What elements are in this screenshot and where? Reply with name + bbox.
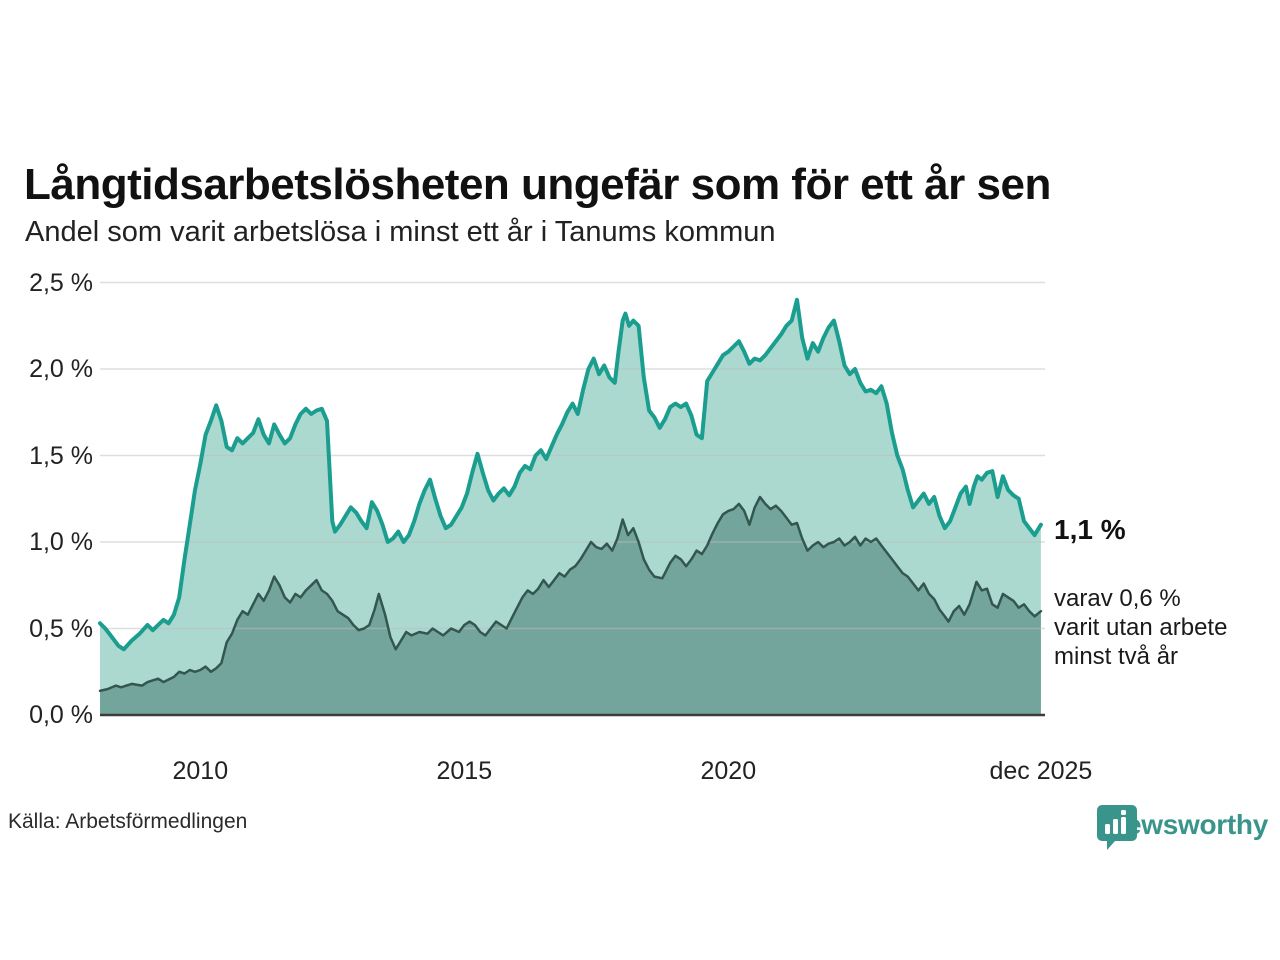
area-fill-minst-tva-ar — [100, 497, 1041, 715]
y-tick-label: 2,0 % — [29, 355, 93, 383]
secondary-annotation-line2: varit utan arbete — [1054, 614, 1228, 641]
x-tick-label: dec 2025 — [989, 757, 1093, 785]
chart-title: Långtidsarbetslösheten ungefär som för e… — [24, 160, 1051, 210]
line-minst-tva-ar — [98, 495, 1043, 693]
x-tick-label: 2015 — [436, 757, 493, 785]
y-tick-label: 0,0 % — [29, 701, 93, 729]
newsworthy-logo: Newsworthy — [1096, 803, 1268, 853]
chart-subtitle: Andel som varit arbetslösa i minst ett å… — [25, 216, 776, 248]
line-minst-ett-ar — [98, 297, 1043, 652]
speech-bubble-bar-chart-icon — [1097, 805, 1138, 850]
secondary-annotation: varav 0,6 % varit utan arbete minst två … — [1054, 584, 1227, 671]
y-tick-label: 1,5 % — [29, 441, 93, 470]
y-tick-label: 0,5 % — [29, 614, 93, 643]
secondary-annotation-line3: minst två år — [1054, 643, 1179, 670]
latest-value-label: 1,1 % — [1054, 514, 1126, 545]
x-tick-label: 2010 — [172, 757, 229, 785]
y-tick-label: 2,5 % — [29, 268, 93, 297]
x-tick-label: 2020 — [700, 757, 757, 785]
unemployment-area-chart — [98, 281, 1045, 717]
secondary-annotation-line1: varav 0,6 % — [1054, 585, 1181, 612]
y-tick-label: 1,0 % — [29, 528, 93, 556]
source-note: Källa: Arbetsförmedlingen — [8, 810, 248, 833]
